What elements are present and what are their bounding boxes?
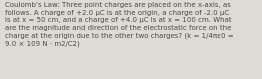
Text: Coulomb’s Law: Three point charges are placed on the x-axis, as
follows. A charg: Coulomb’s Law: Three point charges are p… bbox=[5, 2, 233, 47]
